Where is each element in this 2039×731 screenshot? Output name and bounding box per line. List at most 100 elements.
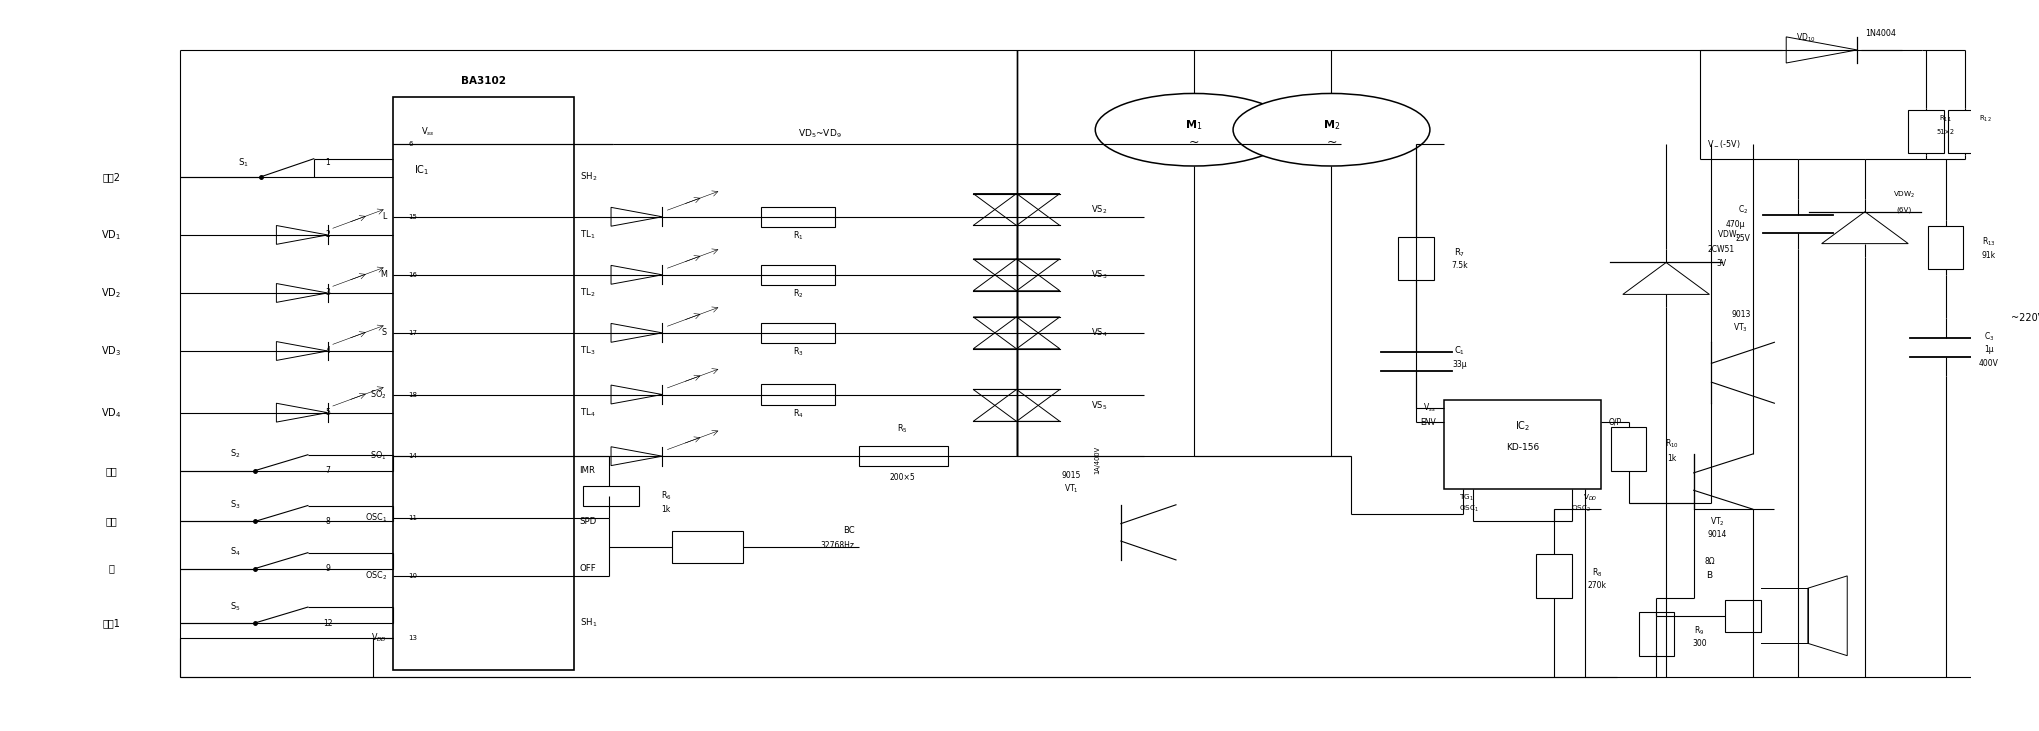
Circle shape [1234, 94, 1429, 166]
Text: ENV: ENV [1419, 417, 1435, 427]
Bar [761, 385, 836, 405]
Text: TL$_1$: TL$_1$ [579, 229, 595, 241]
Text: VD$_1$: VD$_1$ [102, 228, 120, 242]
Text: 9014: 9014 [1707, 530, 1727, 539]
Text: R$_9$: R$_9$ [1694, 624, 1705, 637]
Text: (6V): (6V) [1896, 206, 1913, 213]
Text: VDW$_1$: VDW$_1$ [1717, 229, 1741, 241]
Text: VD$_2$: VD$_2$ [102, 286, 120, 300]
Text: VT$_2$: VT$_2$ [1711, 515, 1725, 528]
Text: R$_6$: R$_6$ [661, 490, 671, 502]
Text: B: B [1707, 572, 1713, 580]
Text: SO$_2$: SO$_2$ [371, 388, 387, 401]
Text: OFF: OFF [579, 564, 595, 573]
Text: V$_{ss}$: V$_{ss}$ [422, 126, 434, 138]
Text: 300: 300 [1692, 639, 1707, 648]
Text: 33μ: 33μ [1452, 360, 1466, 368]
Text: VS$_3$: VS$_3$ [1091, 268, 1107, 281]
Bar [1399, 237, 1433, 280]
Text: R$_3$: R$_3$ [793, 346, 803, 358]
Text: 51×2: 51×2 [1937, 129, 1955, 135]
Text: ~: ~ [1325, 136, 1338, 149]
Bar [1725, 600, 1760, 632]
Text: L: L [381, 212, 387, 221]
Text: O/P: O/P [1609, 417, 1623, 427]
Text: VD$_3$: VD$_3$ [102, 344, 120, 358]
Bar [1929, 226, 1964, 270]
Text: V$_-$(-5V): V$_-$(-5V) [1707, 138, 1741, 150]
Text: 14: 14 [408, 453, 418, 459]
Text: 7.5k: 7.5k [1452, 261, 1468, 270]
Text: VS$_2$: VS$_2$ [1091, 203, 1107, 216]
Text: VD$_4$: VD$_4$ [100, 406, 120, 420]
Text: VS$_4$: VS$_4$ [1091, 327, 1107, 339]
Text: S: S [381, 328, 387, 337]
Text: KD-156: KD-156 [1507, 443, 1539, 452]
Text: 91k: 91k [1982, 251, 1996, 260]
Text: S$_4$: S$_4$ [230, 545, 241, 558]
Text: 11: 11 [408, 515, 418, 521]
Text: R$_{11}$: R$_{11}$ [1939, 114, 1951, 124]
Text: TL$_2$: TL$_2$ [579, 287, 595, 299]
Text: S$_5$: S$_5$ [230, 600, 241, 613]
Text: TL$_4$: TL$_4$ [579, 406, 595, 419]
Text: R$_2$: R$_2$ [793, 287, 803, 300]
Text: R$_4$: R$_4$ [793, 407, 803, 420]
Text: C$_3$: C$_3$ [1984, 330, 1994, 343]
Bar [858, 446, 948, 466]
Text: 15: 15 [408, 213, 418, 220]
Text: 4: 4 [324, 346, 330, 355]
Text: VD$_{10}$: VD$_{10}$ [1796, 31, 1817, 44]
Text: 32768Hz: 32768Hz [820, 541, 854, 550]
Text: 定时: 定时 [106, 466, 116, 476]
Text: VT$_3$: VT$_3$ [1733, 322, 1747, 334]
Text: V$_{DD}$: V$_{DD}$ [371, 632, 387, 644]
Text: 风速: 风速 [106, 517, 116, 526]
Bar [1947, 110, 1984, 154]
Text: ~220V: ~220V [2010, 314, 2039, 323]
Text: 1: 1 [324, 158, 330, 167]
Text: V$_{DD}$: V$_{DD}$ [1582, 493, 1597, 503]
Text: 1A/400V: 1A/400V [1095, 446, 1101, 474]
Text: 7: 7 [324, 466, 330, 475]
Text: OSC$_2$: OSC$_2$ [365, 569, 387, 582]
Text: 25V: 25V [1735, 234, 1749, 243]
Text: 400V: 400V [1980, 359, 1998, 368]
Bar [1909, 110, 1943, 154]
Text: TL$_3$: TL$_3$ [579, 345, 595, 357]
Text: M$_2$: M$_2$ [1323, 118, 1340, 132]
Text: M$_1$: M$_1$ [1185, 118, 1203, 132]
Text: BA3102: BA3102 [461, 76, 506, 86]
Text: SH$_2$: SH$_2$ [579, 170, 597, 183]
Text: 9: 9 [324, 564, 330, 573]
Bar [673, 531, 742, 563]
Text: S$_3$: S$_3$ [230, 499, 241, 511]
Text: 摆头1: 摆头1 [102, 618, 120, 628]
Text: 1μ: 1μ [1984, 345, 1994, 354]
Text: 16: 16 [408, 272, 418, 278]
Text: OSC$_1$: OSC$_1$ [365, 512, 387, 524]
Text: 1N4004: 1N4004 [1866, 29, 1896, 39]
Text: VD$_5$~VD$_9$: VD$_5$~VD$_9$ [797, 127, 842, 140]
Text: 270k: 270k [1588, 581, 1607, 590]
Text: S$_1$: S$_1$ [237, 156, 249, 169]
Text: S$_2$: S$_2$ [230, 448, 241, 461]
Bar [1535, 554, 1572, 598]
Bar [394, 97, 573, 670]
Text: 2: 2 [324, 230, 330, 240]
Text: R$_5$: R$_5$ [897, 423, 907, 435]
Bar [1611, 427, 1645, 471]
Text: VDW$_2$: VDW$_2$ [1892, 190, 1915, 200]
Text: OSC$_1$: OSC$_1$ [1460, 504, 1480, 514]
Text: 200×5: 200×5 [889, 474, 916, 482]
Text: 3: 3 [324, 289, 330, 298]
Text: OSC$_2$: OSC$_2$ [1572, 504, 1590, 514]
Text: R$_{10}$: R$_{10}$ [1666, 438, 1678, 450]
Bar [1444, 401, 1601, 489]
Bar [761, 207, 836, 227]
Text: IMR: IMR [579, 466, 595, 475]
Text: R$_{13}$: R$_{13}$ [1982, 236, 1996, 249]
Text: ~: ~ [1189, 136, 1199, 149]
Text: 12: 12 [322, 618, 332, 627]
Text: SO$_1$: SO$_1$ [371, 450, 387, 463]
